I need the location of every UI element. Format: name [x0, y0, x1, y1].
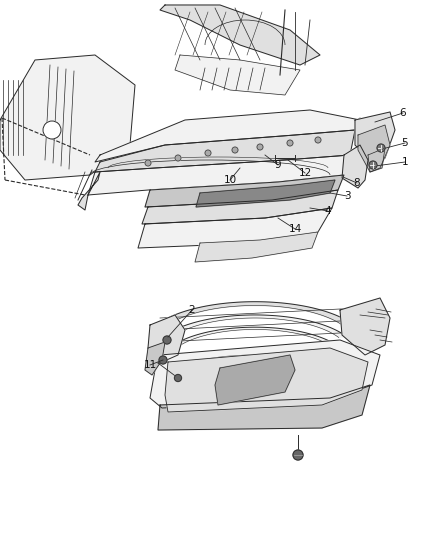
- Polygon shape: [196, 180, 335, 207]
- Text: 5: 5: [402, 138, 408, 148]
- Text: 11: 11: [143, 360, 157, 370]
- Polygon shape: [95, 110, 360, 162]
- Polygon shape: [195, 232, 318, 262]
- Circle shape: [293, 450, 303, 460]
- Polygon shape: [368, 148, 385, 172]
- Text: 12: 12: [298, 168, 311, 178]
- Circle shape: [175, 155, 181, 161]
- Text: 8: 8: [354, 178, 360, 188]
- Polygon shape: [138, 208, 332, 248]
- Polygon shape: [145, 175, 344, 207]
- Text: 1: 1: [402, 157, 408, 167]
- Polygon shape: [148, 315, 185, 362]
- Polygon shape: [355, 112, 395, 165]
- Circle shape: [287, 140, 293, 146]
- Polygon shape: [78, 172, 100, 210]
- Text: 3: 3: [344, 191, 350, 201]
- Text: 4: 4: [325, 206, 331, 216]
- Polygon shape: [150, 340, 380, 408]
- Polygon shape: [158, 385, 370, 430]
- Polygon shape: [342, 145, 368, 188]
- Polygon shape: [142, 190, 338, 224]
- Polygon shape: [95, 130, 355, 172]
- Text: 6: 6: [400, 108, 406, 118]
- Polygon shape: [358, 125, 390, 172]
- Text: 10: 10: [223, 175, 237, 185]
- Circle shape: [369, 161, 377, 169]
- Circle shape: [205, 150, 211, 156]
- Text: 9: 9: [275, 160, 281, 170]
- Polygon shape: [157, 302, 353, 326]
- Circle shape: [145, 160, 151, 166]
- Polygon shape: [171, 327, 339, 348]
- Polygon shape: [340, 298, 390, 355]
- Polygon shape: [175, 55, 300, 95]
- Text: 14: 14: [288, 224, 302, 234]
- Circle shape: [174, 375, 181, 382]
- Circle shape: [159, 356, 167, 364]
- Polygon shape: [145, 342, 165, 375]
- Text: 2: 2: [189, 305, 195, 315]
- Circle shape: [315, 137, 321, 143]
- Polygon shape: [0, 55, 135, 180]
- Circle shape: [163, 336, 171, 344]
- Circle shape: [43, 121, 61, 139]
- Polygon shape: [165, 348, 368, 412]
- Polygon shape: [160, 5, 320, 65]
- Polygon shape: [215, 355, 295, 405]
- Circle shape: [232, 147, 238, 153]
- Circle shape: [257, 144, 263, 150]
- Polygon shape: [164, 315, 346, 337]
- Circle shape: [377, 144, 385, 152]
- Polygon shape: [88, 155, 350, 195]
